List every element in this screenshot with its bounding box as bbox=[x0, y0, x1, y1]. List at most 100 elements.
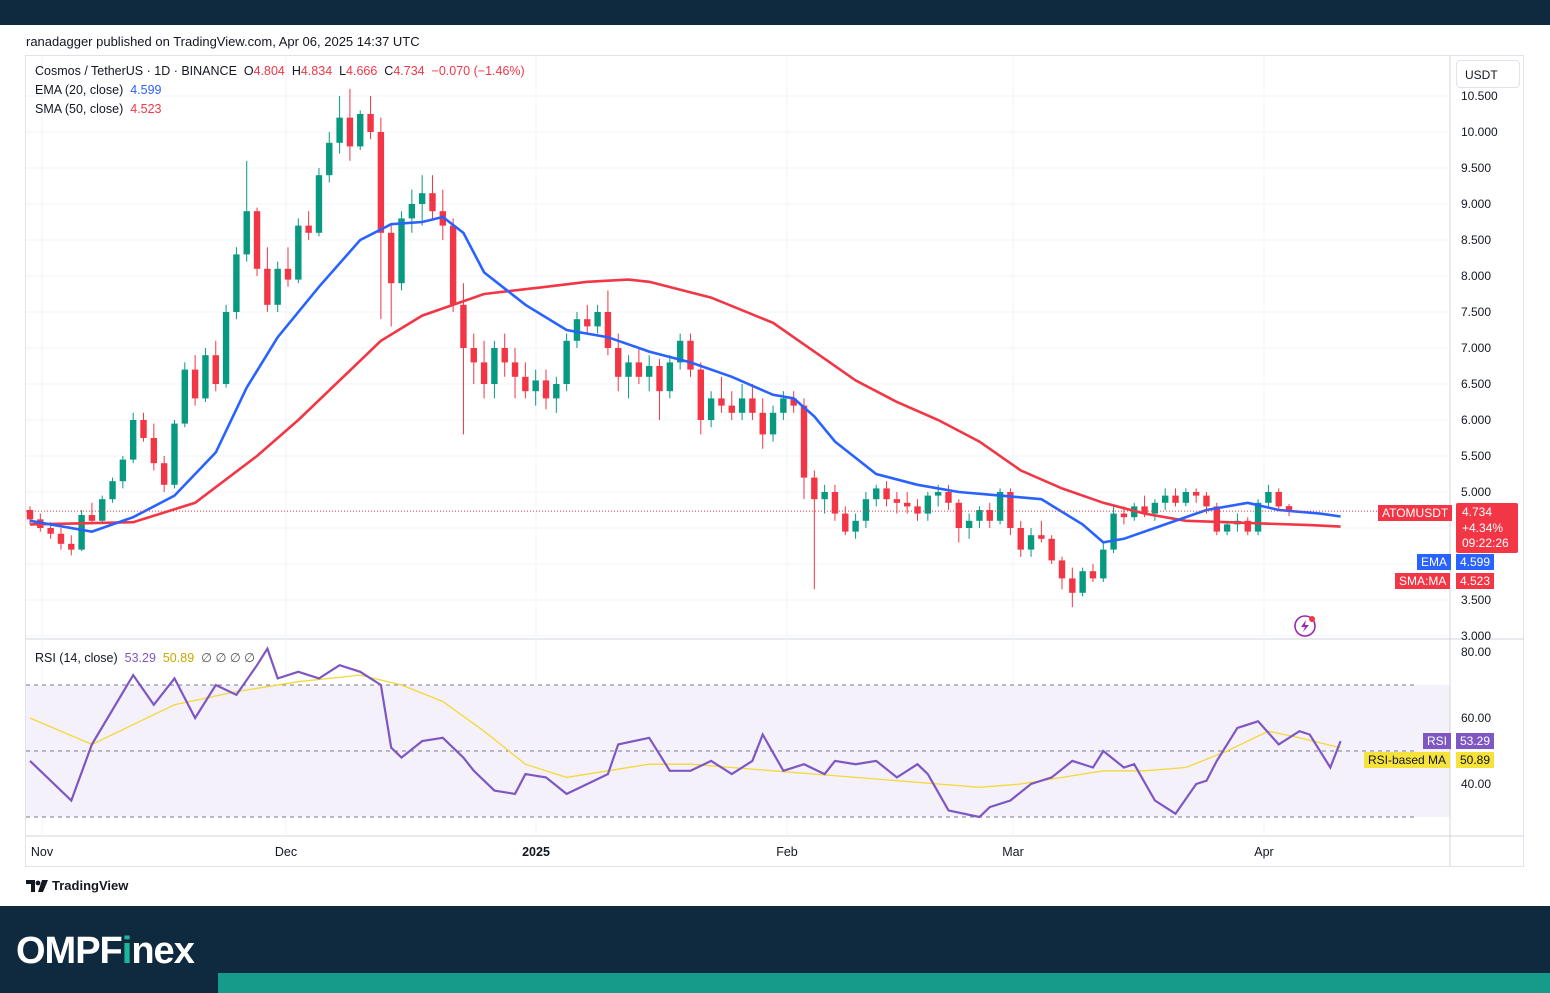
candle-body bbox=[635, 362, 643, 377]
symbol-label[interactable]: Cosmos / TetherUS · 1D · BINANCE bbox=[35, 64, 237, 78]
open-value: 4.804 bbox=[253, 64, 285, 78]
candle-body bbox=[934, 492, 942, 496]
candle-body bbox=[1048, 538, 1055, 561]
tradingview-logo[interactable]: TradingView bbox=[26, 878, 128, 893]
ompfinex-logo[interactable]: OMPFinex bbox=[16, 930, 195, 973]
rsi-legend[interactable]: RSI (14, close) 53.29 50.89 ∅ ∅ ∅ ∅ bbox=[35, 650, 255, 665]
candle-body bbox=[976, 510, 983, 521]
candle-body bbox=[1182, 492, 1190, 503]
candle-body bbox=[160, 463, 168, 485]
price-tick-label: 10.500 bbox=[1461, 89, 1498, 103]
candle-body bbox=[1079, 571, 1086, 593]
price-tick-label: 7.500 bbox=[1461, 305, 1491, 319]
price-axis-ticks[interactable]: 10.500 10.000 9.500 9.000 8.500 8.000 7.500 7.0… bbox=[1461, 89, 1498, 643]
candle-body bbox=[1038, 535, 1045, 539]
price-tick-label: 9.000 bbox=[1461, 197, 1491, 211]
candle-body bbox=[480, 362, 488, 384]
candle-body bbox=[718, 398, 725, 406]
candle-body bbox=[594, 312, 601, 327]
price-tick-label: 3.500 bbox=[1461, 593, 1491, 607]
candle-body bbox=[986, 510, 993, 521]
candle-body bbox=[181, 369, 188, 424]
time-tick-label: Apr bbox=[1254, 845, 1273, 859]
rsi-ma-line bbox=[29, 674, 1341, 788]
candle-body bbox=[305, 225, 312, 233]
candle-body bbox=[222, 312, 230, 384]
candle-body bbox=[883, 488, 890, 500]
price-tick-label: 5.500 bbox=[1461, 449, 1491, 463]
candle-body bbox=[243, 211, 250, 255]
candle-body bbox=[965, 520, 973, 528]
ohlc-legend: Cosmos / TetherUS · 1D · BINANCE O4.804 … bbox=[35, 64, 525, 78]
close-value: 4.734 bbox=[393, 64, 425, 78]
candle-body bbox=[388, 232, 395, 284]
price-tick-label: 3.000 bbox=[1461, 629, 1491, 643]
last-price-pct: +4.34% bbox=[1462, 521, 1504, 535]
candle-body bbox=[769, 412, 777, 435]
brand-part-2: nex bbox=[131, 930, 194, 972]
candle-body bbox=[1223, 524, 1231, 532]
rsi-ma-legend-value: 50.89 bbox=[162, 651, 195, 665]
price-tick-label: 9.500 bbox=[1461, 161, 1491, 175]
rsi-axis-ticks: 80.00 60.00 40.00 bbox=[1461, 645, 1491, 791]
candle-body bbox=[811, 477, 818, 500]
candle-body bbox=[1244, 520, 1251, 532]
footer-accent-bar bbox=[218, 973, 1550, 993]
candle-body bbox=[491, 348, 498, 384]
rsi-tick-label: 80.00 bbox=[1461, 645, 1491, 659]
symbol-tag: ATOMUSDT bbox=[1378, 505, 1453, 521]
candle-body bbox=[584, 319, 591, 327]
candle-body bbox=[1172, 495, 1179, 503]
rsi-legend-label: RSI (14, close) bbox=[35, 651, 118, 665]
candle-body bbox=[99, 499, 106, 521]
time-tick-label: Nov bbox=[31, 845, 54, 859]
close-label: C bbox=[384, 64, 394, 78]
candle-body bbox=[1203, 495, 1210, 507]
candle-body bbox=[687, 340, 694, 370]
candle-body bbox=[759, 412, 766, 435]
candle-body bbox=[88, 515, 96, 521]
candle-body bbox=[295, 225, 302, 280]
ema-legend[interactable]: EMA (20, close) 4.599 bbox=[35, 83, 161, 97]
candle-body bbox=[1162, 495, 1169, 503]
candle-body bbox=[398, 218, 405, 284]
lightning-icon[interactable] bbox=[1294, 615, 1316, 637]
candle-body bbox=[1275, 492, 1282, 507]
candle-body bbox=[336, 117, 343, 143]
candle-body bbox=[346, 117, 354, 147]
candle-body bbox=[542, 380, 550, 399]
candle-body bbox=[1120, 513, 1128, 518]
countdown-value: 09:22:26 bbox=[1462, 536, 1509, 550]
candle-body bbox=[955, 502, 962, 528]
candle-body bbox=[1213, 506, 1220, 532]
candle-body bbox=[68, 543, 75, 550]
last-price-value: 4.734 bbox=[1462, 505, 1493, 519]
rsi-line bbox=[29, 646, 1342, 819]
time-axis-ticks[interactable]: Nov Dec 2025 Feb Mar Apr bbox=[31, 845, 1274, 859]
candle-body bbox=[377, 132, 385, 233]
sma-legend[interactable]: SMA (50, close) 4.523 bbox=[35, 102, 161, 116]
low-label: L bbox=[339, 64, 347, 78]
chart-frame bbox=[25, 55, 1524, 867]
candle-body bbox=[418, 193, 426, 204]
candle-body bbox=[553, 384, 560, 399]
change-value: −0.070 (−1.46%) bbox=[431, 64, 525, 78]
candle-body bbox=[893, 499, 901, 503]
candle-body bbox=[924, 495, 932, 514]
currency-button[interactable]: USDT bbox=[1456, 60, 1520, 88]
candle-body bbox=[904, 502, 911, 507]
candle-body bbox=[646, 366, 653, 377]
candle-body bbox=[449, 225, 457, 305]
candle-body bbox=[1100, 549, 1107, 579]
candle-body bbox=[738, 398, 746, 413]
candle-body bbox=[119, 459, 127, 482]
ema-legend-label: EMA (20, close) bbox=[35, 83, 124, 97]
candle-body bbox=[1265, 492, 1272, 503]
rsi-tick-label: 60.00 bbox=[1461, 711, 1491, 725]
rsi-tick-label: 40.00 bbox=[1461, 777, 1491, 791]
candle-body bbox=[429, 193, 436, 212]
candle-body bbox=[212, 355, 219, 384]
chart-canvas[interactable]: 10.500 10.000 9.500 9.000 8.500 8.000 7.500 7.0… bbox=[0, 0, 1550, 906]
candles-group bbox=[26, 88, 1293, 608]
candle-body bbox=[707, 398, 715, 420]
